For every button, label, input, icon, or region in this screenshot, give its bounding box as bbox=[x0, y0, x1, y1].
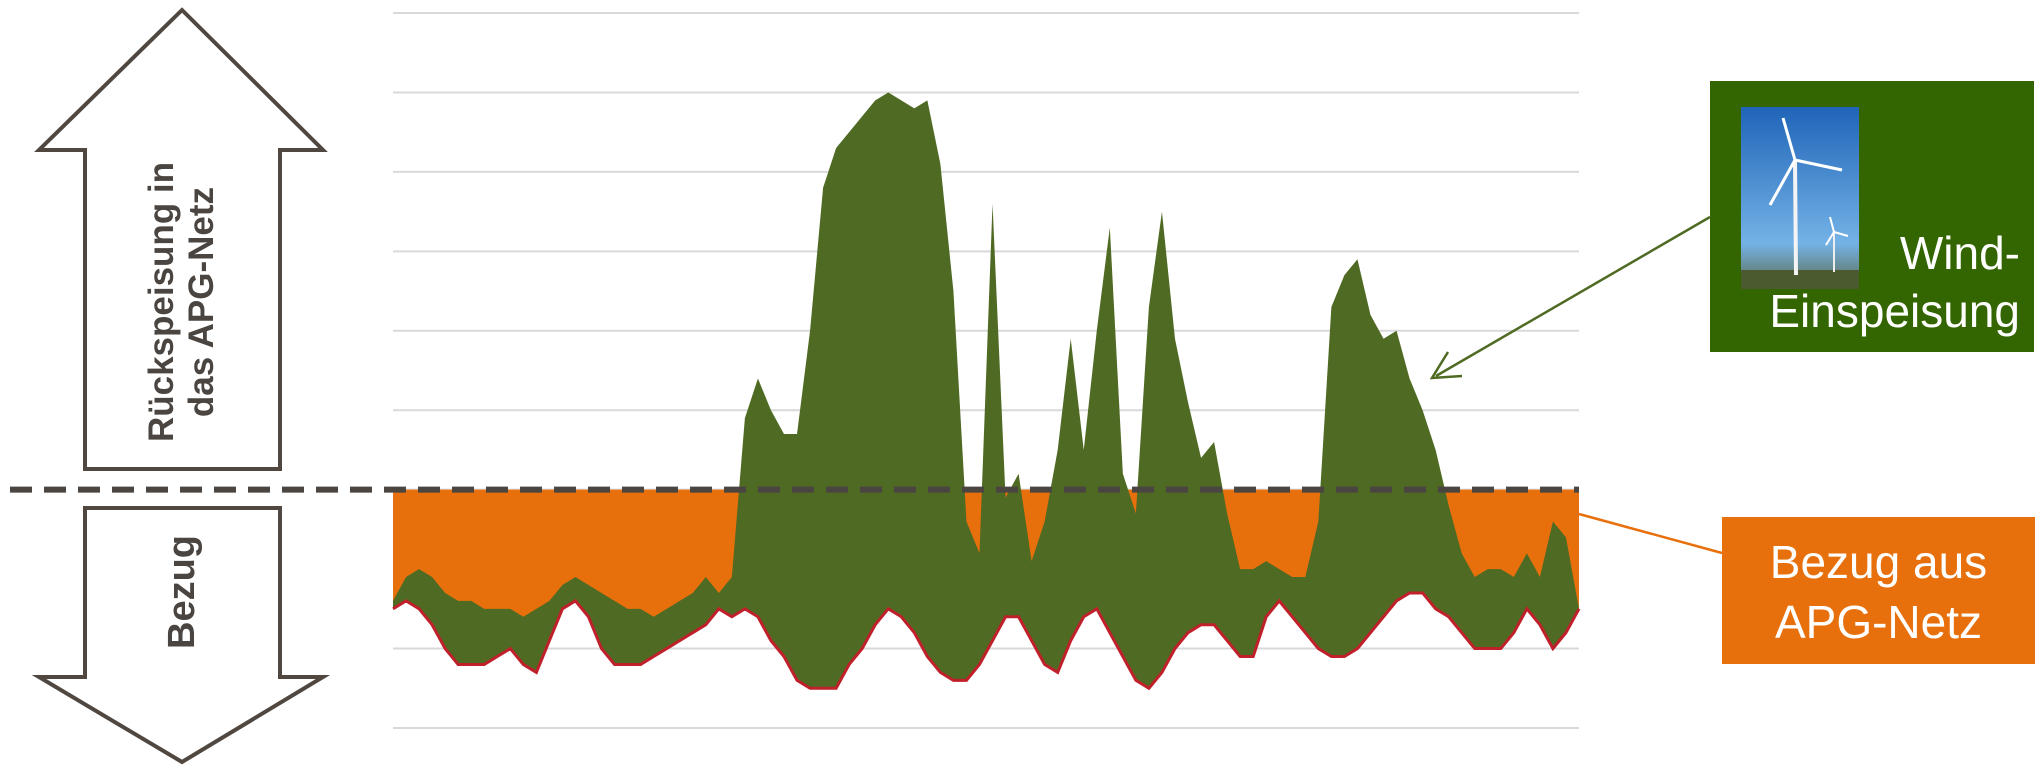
plot-area bbox=[10, 12, 1581, 729]
connector-arrowhead bbox=[1429, 351, 1463, 380]
line bbox=[392, 591, 1581, 691]
connector bbox=[1578, 512, 1723, 555]
down-arrow bbox=[31, 506, 331, 765]
direction-label: Rückspeisung in das APG-Netz bbox=[142, 161, 221, 443]
legend-box bbox=[1722, 517, 2035, 664]
legend-label: Bezug aus APG-Netz bbox=[1769, 536, 1988, 648]
turbine-photo bbox=[1741, 107, 1859, 289]
area bbox=[393, 92, 1579, 689]
connector bbox=[1435, 215, 1711, 378]
direction-label: Bezug bbox=[161, 535, 203, 649]
up-arrow bbox=[34, 7, 328, 471]
legend-label: Wind-Einspeisung bbox=[1769, 227, 2020, 337]
